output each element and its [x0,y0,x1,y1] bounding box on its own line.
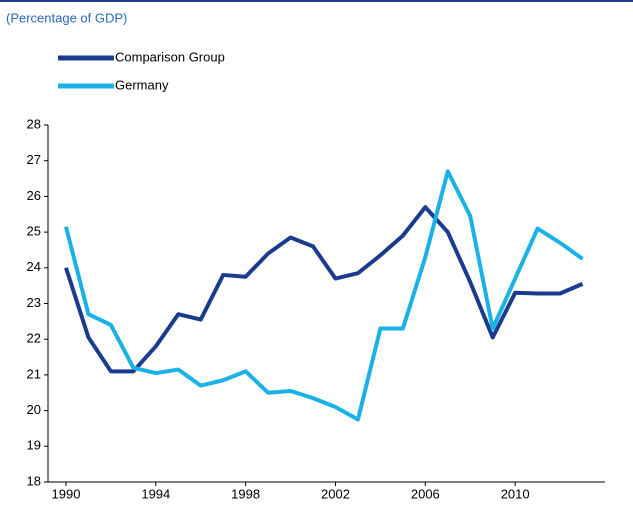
x-tick-label: 1994 [141,486,170,501]
line-series [64,205,584,374]
y-tick-label: 24 [27,259,41,274]
x-tick-label: 1990 [52,486,81,501]
y-tick-label: 18 [27,473,41,488]
chart-subtitle: (Percentage of GDP) [6,10,127,25]
x-tick-label: 2006 [411,486,440,501]
y-tick-label: 25 [27,224,41,239]
y-tick-label: 26 [27,188,41,203]
x-tick-label: 2010 [501,486,530,501]
x-tick-label: 1998 [231,486,260,501]
x-tick-label: 2002 [321,486,350,501]
y-tick-label: 23 [27,295,41,310]
legend-label: Germany [115,77,169,92]
y-tick-label: 19 [27,438,41,453]
line-series [64,169,584,422]
y-tick-label: 27 [27,152,41,167]
legend-label: Comparison Group [115,49,225,64]
y-tick-label: 28 [27,116,41,131]
y-tick-label: 20 [27,402,41,417]
y-tick-label: 21 [27,366,41,381]
y-tick-label: 22 [27,331,41,346]
top-rule [0,0,633,2]
